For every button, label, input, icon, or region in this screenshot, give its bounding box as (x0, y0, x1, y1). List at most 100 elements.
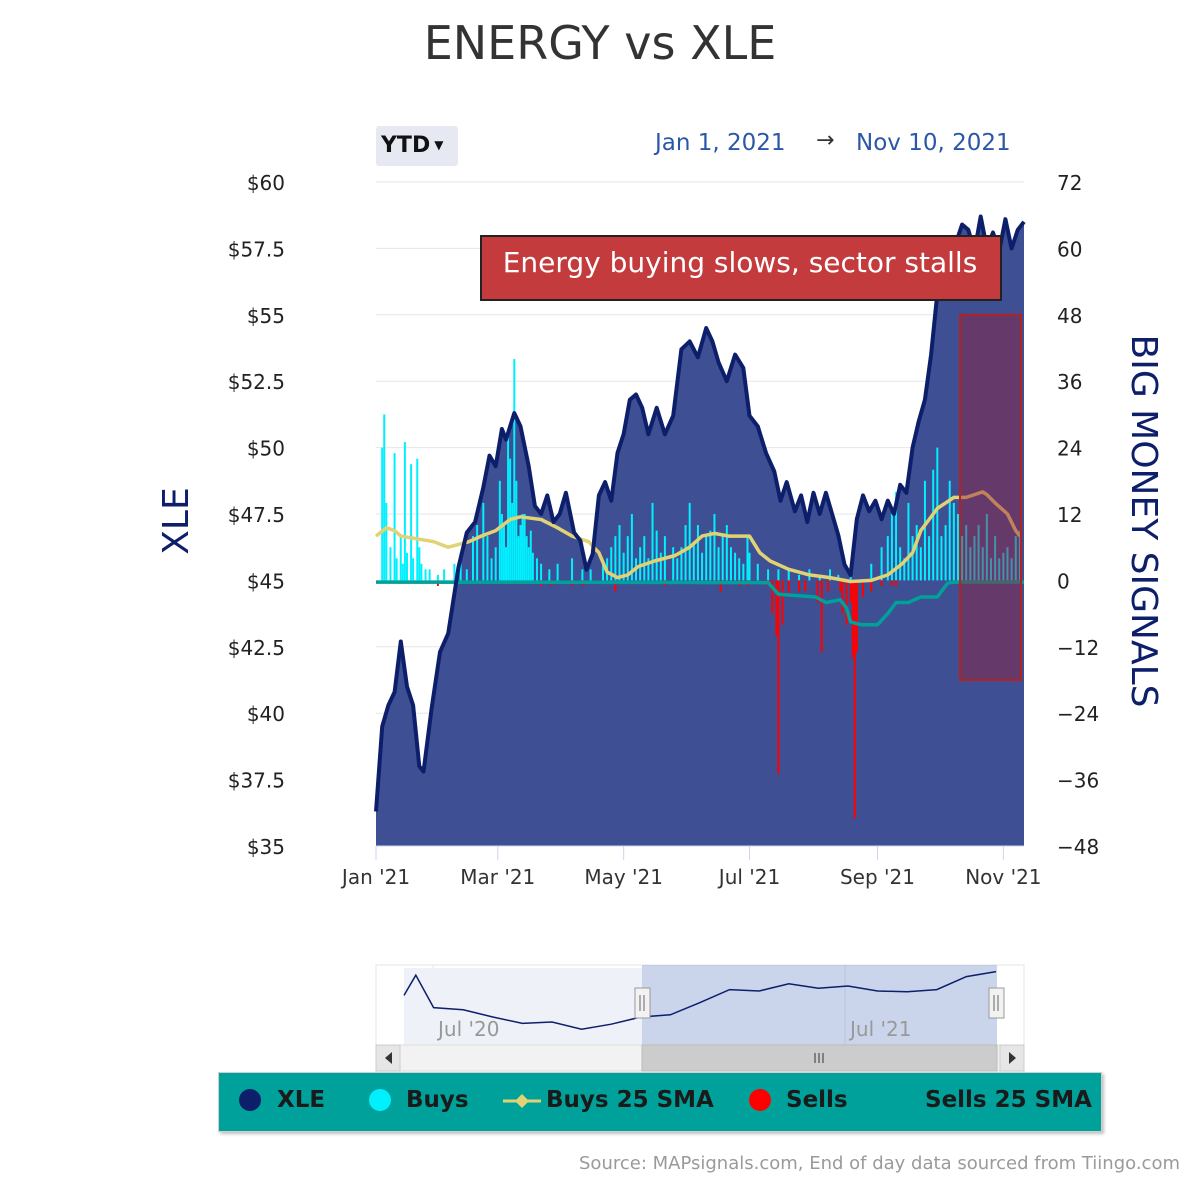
buys-bar[interactable] (494, 547, 497, 581)
sells-bar[interactable] (771, 580, 774, 614)
buys-bar[interactable] (676, 558, 679, 581)
buys-bar[interactable] (738, 558, 741, 581)
buys-bar[interactable] (940, 536, 943, 581)
buys-bar[interactable] (870, 563, 873, 581)
buys-bar[interactable] (399, 536, 402, 581)
buys-bar[interactable] (777, 569, 780, 581)
buys-bar[interactable] (965, 525, 968, 581)
buys-bar[interactable] (436, 574, 439, 581)
buys-bar[interactable] (395, 558, 398, 581)
buys-bar[interactable] (647, 558, 650, 581)
sells-bar[interactable] (781, 580, 784, 625)
buys-bar[interactable] (513, 359, 516, 581)
buys-bar[interactable] (961, 536, 964, 581)
buys-bar[interactable] (923, 480, 926, 581)
buys-bar[interactable] (476, 525, 479, 581)
buys-bar[interactable] (742, 563, 745, 581)
buys-bar[interactable] (895, 491, 898, 581)
buys-bar[interactable] (717, 547, 720, 581)
sells-bar[interactable] (895, 580, 898, 586)
legend-item-sells[interactable]: Sells (786, 1087, 848, 1113)
buys-bar[interactable] (969, 547, 972, 581)
scrollbar-right-button[interactable] (999, 1044, 1025, 1072)
buys-bar[interactable] (655, 530, 658, 581)
buys-bar[interactable] (798, 574, 801, 581)
buys-bar[interactable] (696, 525, 699, 581)
buys-bar[interactable] (517, 536, 520, 581)
buys-bar[interactable] (973, 536, 976, 581)
sells-bar[interactable] (855, 580, 858, 653)
buys-bar[interactable] (519, 525, 522, 581)
sells-bar[interactable] (775, 580, 778, 636)
buys-bar[interactable] (725, 525, 728, 581)
buys-bar[interactable] (405, 552, 408, 581)
buys-bar[interactable] (659, 552, 662, 581)
buys-bar[interactable] (614, 536, 617, 581)
buys-bar[interactable] (928, 536, 931, 581)
buys-bar[interactable] (529, 530, 532, 581)
buys-bar[interactable] (688, 502, 691, 581)
buys-bar[interactable] (540, 563, 543, 581)
buys-bar[interactable] (684, 525, 687, 581)
sells-bar[interactable] (816, 580, 819, 603)
sells-bar[interactable] (787, 580, 790, 597)
buys-bar[interactable] (490, 558, 493, 581)
buys-bar[interactable] (527, 547, 530, 581)
sells-bar[interactable] (820, 580, 823, 653)
buys-bar[interactable] (1002, 552, 1005, 581)
navigator-right-handle[interactable] (988, 987, 1005, 1019)
buys-bar[interactable] (756, 563, 759, 581)
buys-bar[interactable] (622, 552, 625, 581)
date-to[interactable]: Nov 10, 2021 (856, 130, 1011, 156)
buys-bar[interactable] (418, 547, 421, 581)
buys-bar[interactable] (610, 547, 613, 581)
buys-bar[interactable] (705, 536, 708, 581)
buys-bar[interactable] (498, 480, 501, 581)
buys-bar[interactable] (420, 563, 423, 581)
buys-bar[interactable] (381, 447, 384, 581)
buys-bar[interactable] (535, 558, 538, 581)
buys-bar[interactable] (643, 536, 646, 581)
buys-bar[interactable] (713, 514, 716, 581)
buys-bar[interactable] (471, 536, 474, 581)
buys-bar[interactable] (880, 547, 883, 581)
buys-bar[interactable] (1006, 547, 1009, 581)
buys-bar[interactable] (389, 547, 392, 581)
sells-bar[interactable] (851, 580, 854, 658)
legend-item-buys-sma[interactable]: Buys 25 SMA (546, 1087, 714, 1113)
legend-item-sells-sma[interactable]: Sells 25 SMA (925, 1087, 1092, 1113)
xle-series-line[interactable] (374, 214, 1026, 812)
buys-bar[interactable] (548, 569, 551, 581)
buys-bar[interactable] (932, 469, 935, 581)
buys-bar[interactable] (531, 552, 534, 581)
sells-bar[interactable] (839, 580, 842, 592)
buys-bar[interactable] (907, 502, 910, 581)
buys-bar[interactable] (416, 458, 419, 581)
sells-bar[interactable] (798, 580, 801, 592)
buys-bar[interactable] (410, 464, 413, 581)
buys-bar[interactable] (511, 502, 514, 581)
buys-bar[interactable] (709, 530, 712, 581)
buys-bar[interactable] (424, 569, 427, 581)
buys-bar[interactable] (672, 547, 675, 581)
sells-bar[interactable] (614, 580, 617, 592)
buys-bar[interactable] (602, 563, 605, 581)
navigator-left-handle[interactable] (634, 987, 651, 1019)
buys-bar[interactable] (465, 569, 468, 581)
buys-bar[interactable] (936, 447, 939, 581)
buys-bar[interactable] (985, 514, 988, 581)
buys-bar[interactable] (692, 541, 695, 581)
buys-bar[interactable] (443, 569, 446, 581)
sells-sma-line[interactable] (375, 580, 1024, 627)
buys-bar[interactable] (525, 536, 528, 581)
buys-bar[interactable] (412, 558, 415, 581)
buys-bar[interactable] (746, 536, 749, 581)
buys-bar[interactable] (500, 514, 503, 581)
buys-bar[interactable] (1010, 558, 1013, 581)
buys-bar[interactable] (701, 552, 704, 581)
buys-bar[interactable] (1014, 536, 1017, 581)
buys-bar[interactable] (486, 536, 489, 581)
buys-bar[interactable] (403, 442, 406, 581)
buys-bar[interactable] (989, 558, 992, 581)
buys-bar[interactable] (998, 558, 1001, 581)
